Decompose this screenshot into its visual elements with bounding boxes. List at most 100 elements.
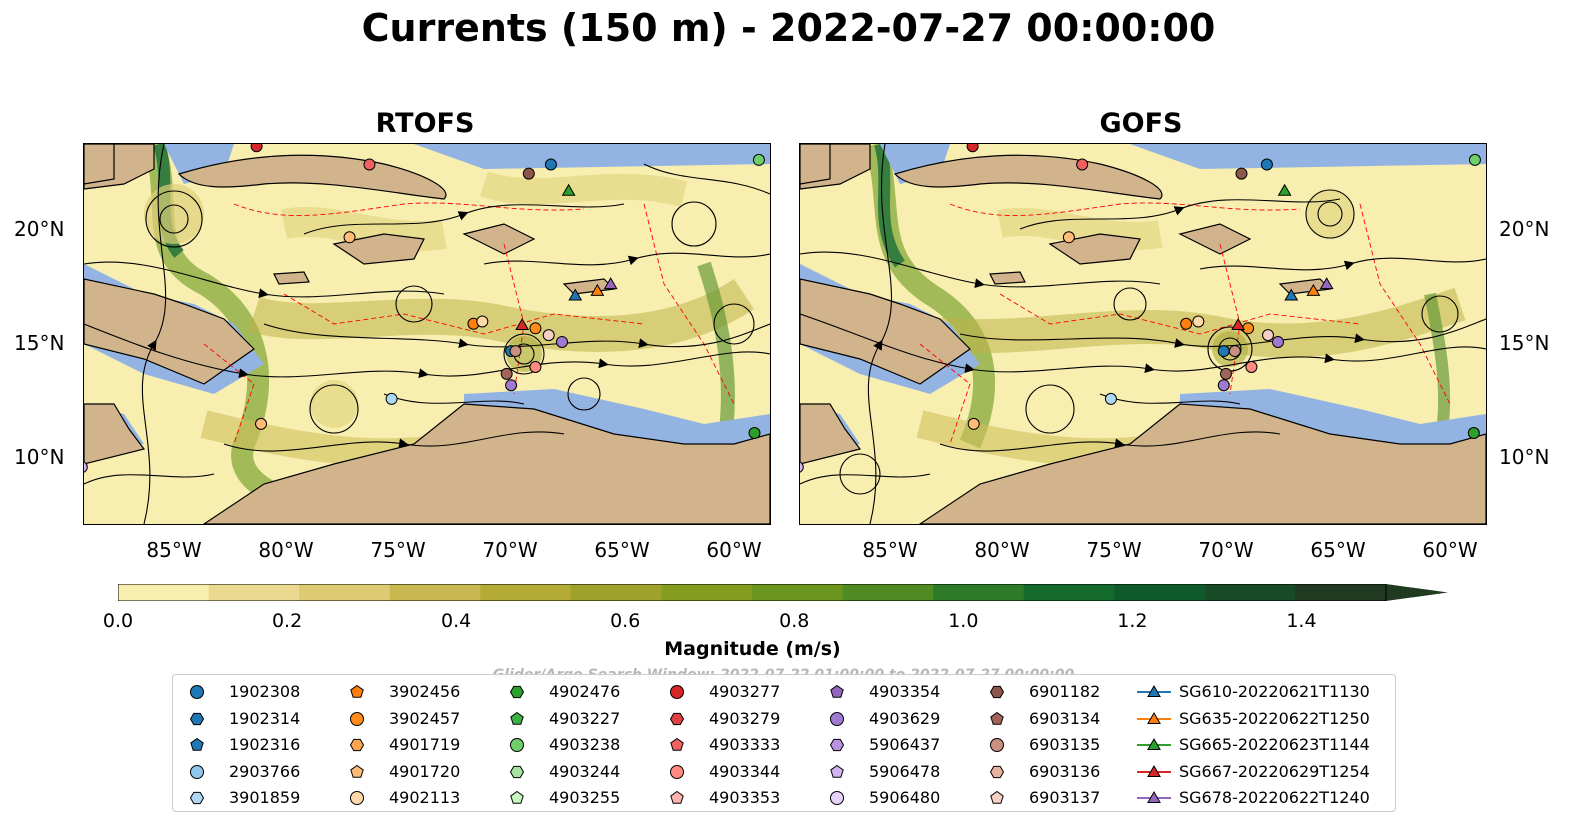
legend-label: 5906437 (869, 735, 941, 754)
float-marker[interactable] (1228, 345, 1241, 358)
panel-title-gofs: GOFS (1099, 108, 1183, 139)
streamlines (84, 144, 770, 524)
colorbar-label: Magnitude (m/s) (664, 638, 841, 660)
float-marker[interactable] (1180, 317, 1193, 330)
legend-marker (190, 685, 204, 699)
glider-marker[interactable] (1306, 283, 1321, 296)
legend-label: 5906480 (869, 788, 941, 807)
legend-label: 3902457 (389, 708, 461, 728)
gofs-map[interactable] (799, 143, 1487, 525)
glider-marker[interactable] (603, 277, 618, 290)
colorbar-tick-label: 0.0 (102, 610, 134, 632)
float-marker[interactable] (966, 144, 979, 153)
float-marker[interactable] (1468, 153, 1481, 166)
float-marker[interactable] (363, 158, 376, 171)
legend-label: SG678-20220622T1240 (1179, 788, 1370, 807)
colorbar-extend-arrow (1386, 584, 1448, 601)
float-marker[interactable] (1262, 329, 1275, 342)
legend-label: 5906478 (869, 761, 941, 781)
float-marker[interactable] (1245, 360, 1258, 373)
float-marker[interactable] (1217, 345, 1230, 358)
glider-marker[interactable] (1231, 318, 1246, 331)
legend-label: 6901182 (1029, 682, 1101, 701)
gofs-observation-markers (800, 144, 1481, 473)
legend-marker (510, 790, 524, 804)
legend-marker (830, 711, 844, 726)
legend-marker (510, 738, 524, 752)
float-marker[interactable] (542, 329, 555, 342)
float-marker[interactable] (509, 345, 522, 358)
float-marker[interactable] (343, 231, 356, 244)
colorbar (118, 584, 1448, 601)
float-marker[interactable] (385, 392, 398, 405)
lat-label-20n-right: 20°N (1499, 217, 1550, 241)
legend-label: 4903227 (549, 708, 621, 728)
float-marker[interactable] (1219, 367, 1232, 380)
float-marker[interactable] (522, 167, 535, 180)
legend-marker (350, 764, 364, 778)
float-marker[interactable] (544, 158, 557, 171)
float-marker[interactable] (1104, 392, 1117, 405)
legend-label: SG665-20220623T1144 (1179, 735, 1370, 754)
legend-marker (189, 712, 205, 725)
float-marker[interactable] (255, 417, 268, 430)
glider-marker[interactable] (568, 288, 583, 301)
lon-label-65w-left: 65°W (594, 538, 650, 562)
float-marker[interactable] (1235, 167, 1248, 180)
legend-marker (989, 685, 1005, 699)
glider-marker[interactable] (1277, 183, 1292, 196)
lat-label-10n-right: 10°N (1499, 445, 1550, 469)
float-marker[interactable] (1076, 158, 1089, 171)
legend-marker (1137, 711, 1171, 724)
glider-marker[interactable] (590, 283, 605, 296)
lat-label-20n-left: 20°N (14, 217, 65, 241)
glider-marker[interactable] (515, 318, 530, 331)
legend-marker (350, 711, 364, 726)
float-marker[interactable] (505, 379, 518, 392)
legend-label: 4903277 (709, 682, 781, 701)
legend-label: 4903629 (869, 708, 941, 728)
colorbar-tick-label: 0.8 (779, 610, 810, 632)
float-marker[interactable] (1260, 158, 1273, 171)
legend-label: 4903354 (869, 682, 941, 701)
lon-label-80w-left: 80°W (258, 538, 314, 562)
rtofs-map[interactable] (83, 143, 771, 525)
colorbar-cell (208, 584, 300, 601)
colorbar-cell (480, 584, 572, 601)
legend-label: 4903333 (709, 735, 781, 754)
float-marker[interactable] (748, 426, 761, 439)
lon-label-70w-right: 70°W (1198, 538, 1254, 562)
float-marker[interactable] (1271, 335, 1284, 348)
colorbar-cell (299, 584, 391, 601)
legend-label: 4903255 (549, 788, 621, 807)
float-marker[interactable] (1242, 322, 1255, 335)
float-marker[interactable] (476, 315, 489, 328)
legend-marker (990, 711, 1004, 725)
legend-marker (830, 684, 844, 698)
float-marker[interactable] (1062, 231, 1075, 244)
colorbar-tick-label: 0.6 (610, 610, 641, 632)
glider-marker[interactable] (561, 183, 576, 196)
float-marker[interactable] (529, 360, 542, 373)
colorbar-cell (570, 584, 662, 601)
float-marker[interactable] (1217, 379, 1230, 392)
lon-label-85w-left: 85°W (146, 538, 202, 562)
streamlines (800, 144, 1486, 524)
colorbar-cell (118, 584, 210, 601)
float-marker[interactable] (752, 153, 765, 166)
glider-marker[interactable] (1284, 288, 1299, 301)
float-marker[interactable] (250, 144, 263, 153)
float-marker[interactable] (555, 335, 568, 348)
legend-marker (189, 791, 205, 805)
float-marker[interactable] (800, 461, 804, 473)
rtofs-observation-markers (84, 144, 765, 473)
float-marker[interactable] (84, 461, 88, 473)
float-marker[interactable] (1192, 315, 1205, 328)
float-marker[interactable] (500, 367, 513, 380)
glider-marker[interactable] (1319, 277, 1334, 290)
legend-label: 1902314 (229, 708, 301, 728)
float-marker[interactable] (529, 322, 542, 335)
float-marker[interactable] (1467, 426, 1480, 439)
float-marker[interactable] (967, 417, 980, 430)
legend-marker (670, 790, 684, 804)
